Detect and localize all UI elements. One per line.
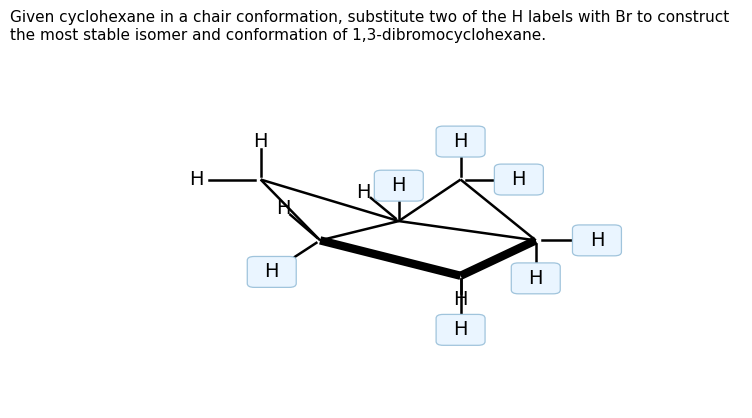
Text: H: H xyxy=(392,176,406,195)
FancyBboxPatch shape xyxy=(436,314,485,345)
Text: H: H xyxy=(511,170,526,189)
FancyBboxPatch shape xyxy=(572,225,621,256)
FancyBboxPatch shape xyxy=(511,263,560,294)
Text: H: H xyxy=(590,231,604,250)
Text: H: H xyxy=(453,132,468,151)
Text: H: H xyxy=(190,170,204,189)
Text: H: H xyxy=(265,263,279,281)
Text: H: H xyxy=(253,132,268,151)
Text: Given cyclohexane in a chair conformation, substitute two of the H labels with B: Given cyclohexane in a chair conformatio… xyxy=(10,10,729,43)
Text: H: H xyxy=(276,199,291,218)
Text: H: H xyxy=(356,183,371,201)
FancyBboxPatch shape xyxy=(247,257,296,287)
Text: H: H xyxy=(453,320,468,339)
Text: H: H xyxy=(529,269,543,288)
FancyBboxPatch shape xyxy=(374,170,423,201)
FancyBboxPatch shape xyxy=(436,126,485,157)
FancyBboxPatch shape xyxy=(494,164,544,195)
Text: H: H xyxy=(453,291,468,309)
